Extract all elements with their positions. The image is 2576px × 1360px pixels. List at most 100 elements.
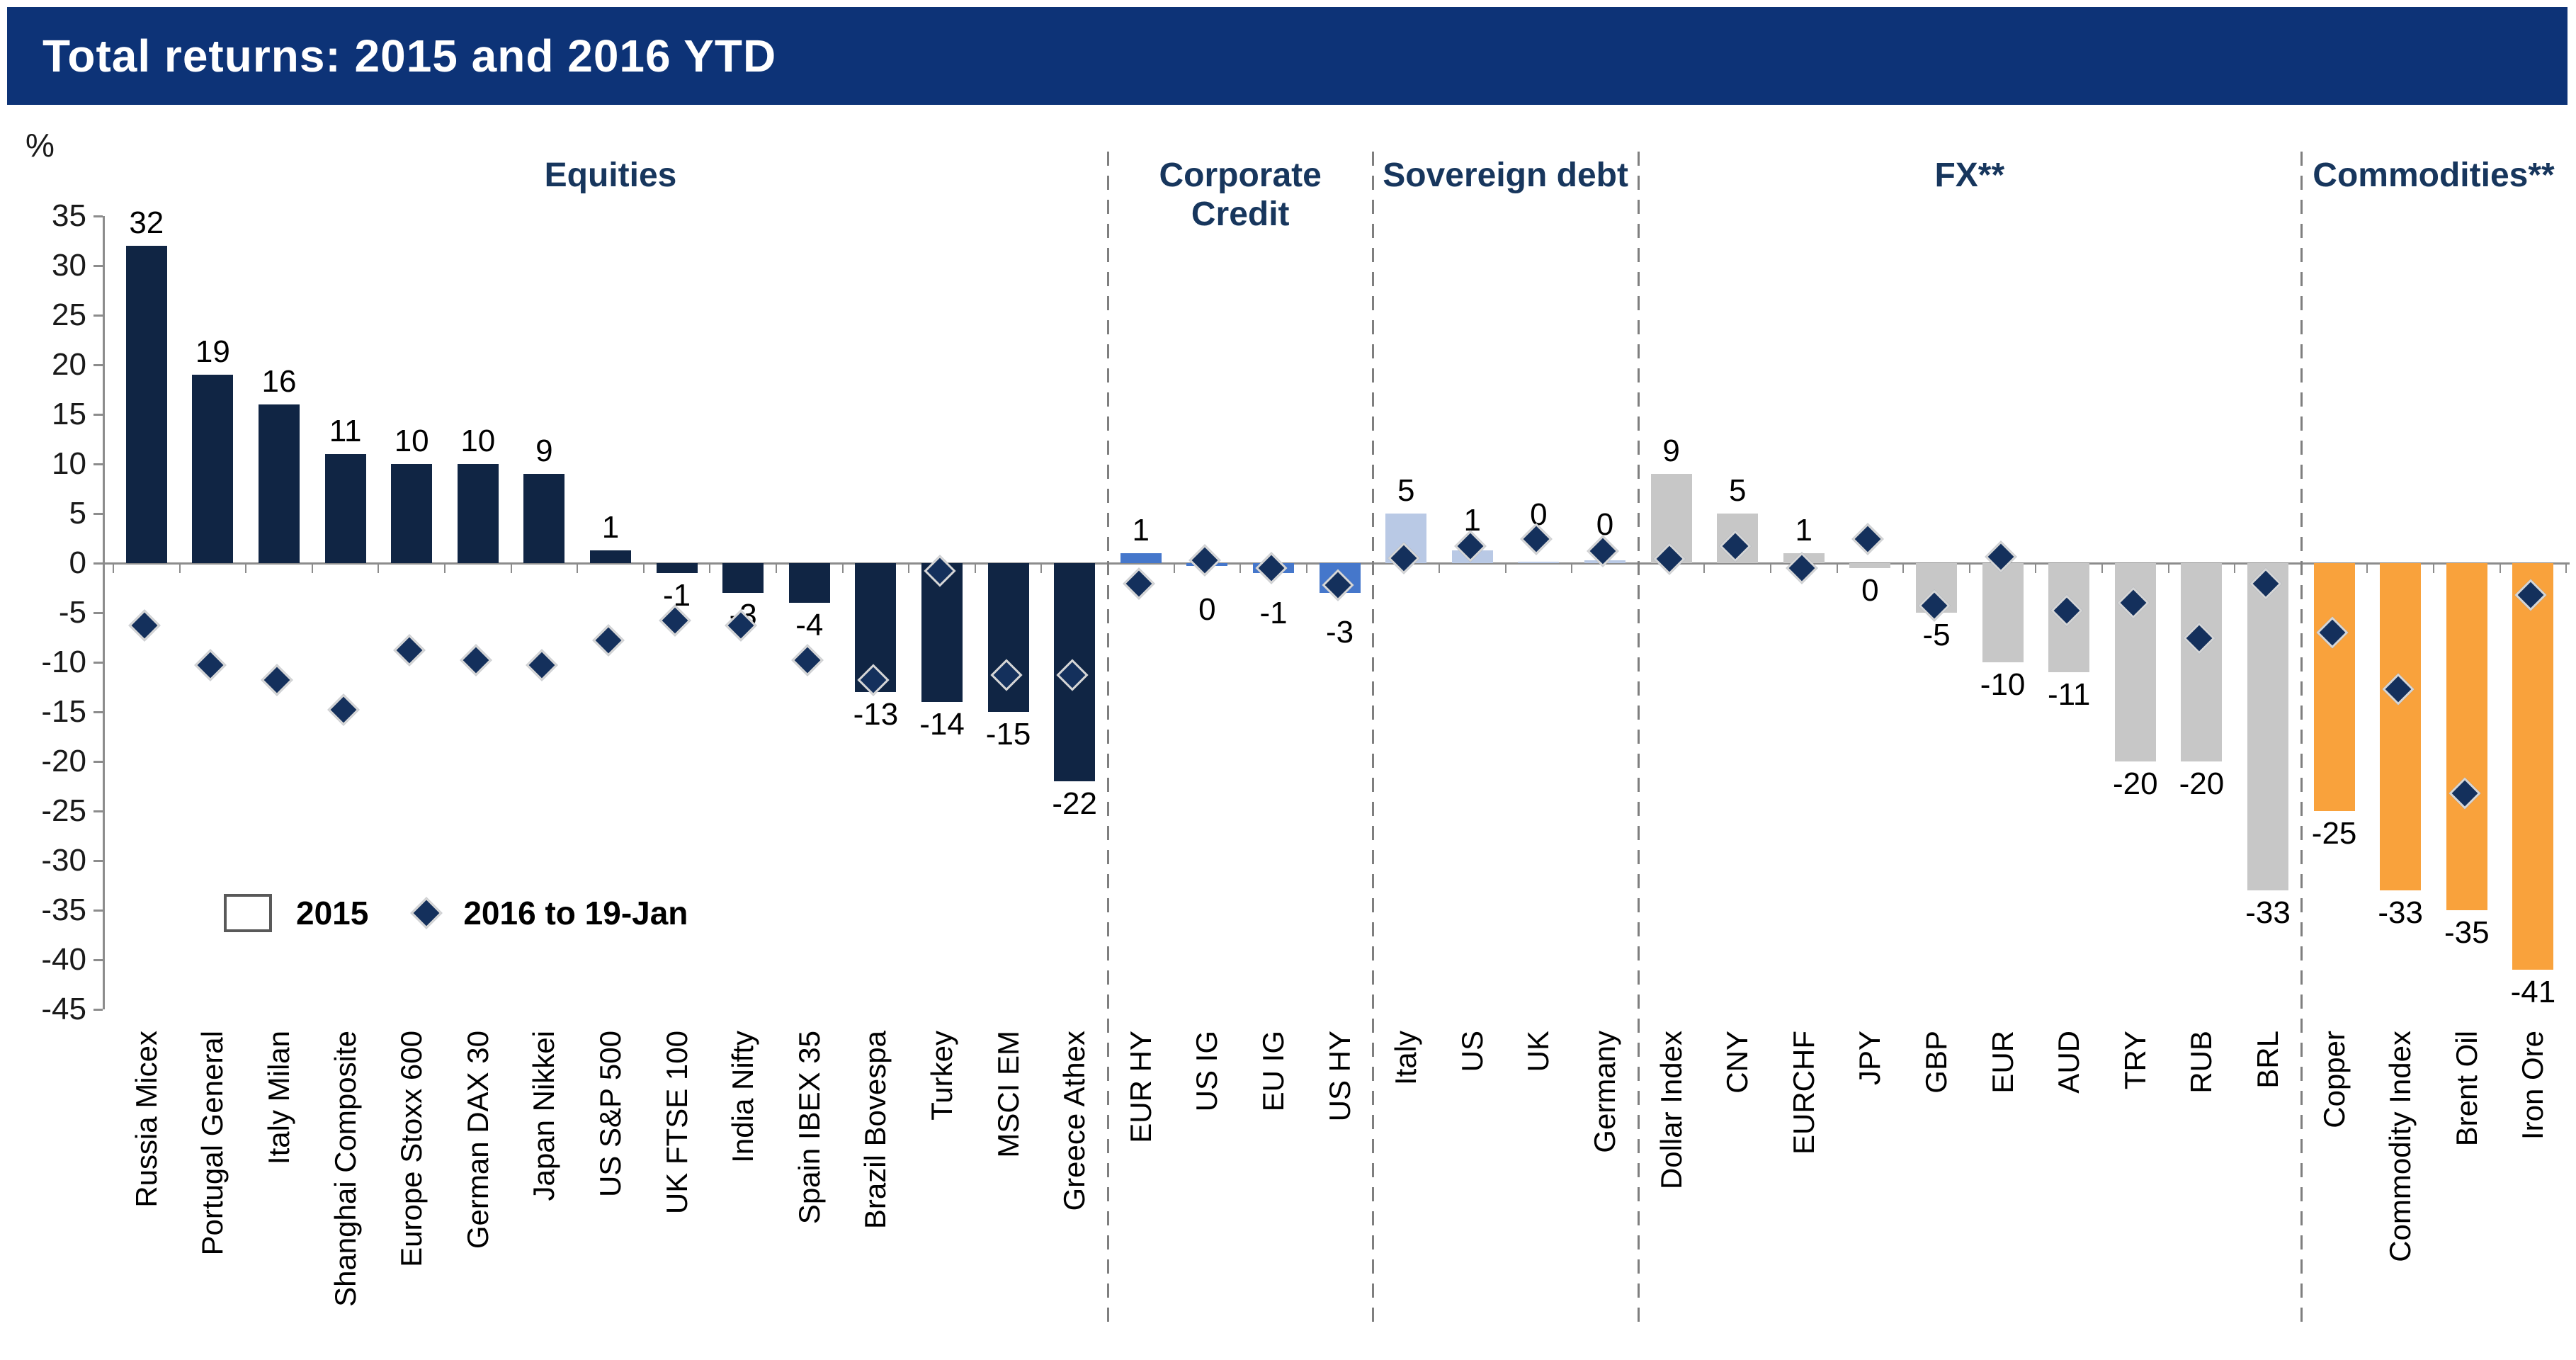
category-label: EUR (1985, 1031, 2019, 1094)
x-axis-tick (1173, 563, 1175, 573)
category-label: CNY (1720, 1031, 1754, 1094)
bar-value-label: 32 (129, 205, 164, 240)
x-axis-tick (2035, 563, 2037, 573)
bar-2015 (987, 563, 1029, 712)
section-header-corporate-credit: Corporate Credit (1159, 157, 1322, 234)
y-axis-tick (93, 761, 103, 763)
category-label: Italy (1389, 1031, 1423, 1086)
marker-2016 (460, 644, 492, 676)
y-axis-tick (93, 364, 103, 366)
x-axis-tick (2366, 563, 2368, 573)
x-axis-tick (1703, 563, 1706, 573)
y-axis-tick-label: -35 (41, 892, 86, 927)
category-label: EU IG (1256, 1031, 1290, 1112)
bar-value-label: 11 (329, 414, 362, 448)
y-axis-tick-label: -30 (41, 843, 86, 878)
marker-2016 (1255, 552, 1288, 584)
category-label: India Nifty (726, 1031, 760, 1163)
y-axis-unit-label: % (25, 127, 55, 164)
bar-value-label: -4 (795, 608, 824, 642)
bar-value-label: 5 (1728, 473, 1747, 508)
bar-2015 (2512, 563, 2554, 970)
bar-value-label: 1 (1132, 513, 1150, 548)
x-axis-tick (444, 563, 446, 573)
category-label: Spain IBEX 35 (792, 1031, 826, 1225)
category-label: Italy Milan (262, 1031, 295, 1165)
category-label: Japan Nikkei (527, 1031, 561, 1201)
x-axis-tick (577, 563, 579, 573)
x-axis-tick (378, 563, 380, 573)
bar-value-label: -25 (2311, 816, 2357, 851)
y-axis-tick (93, 711, 103, 713)
bar-value-label: -14 (919, 707, 965, 742)
y-axis-tick (93, 265, 103, 267)
bar-2015 (259, 404, 300, 563)
bar-value-label: -20 (2179, 766, 2225, 801)
bar-value-label: -11 (2048, 677, 2091, 712)
marker-2016 (194, 649, 227, 681)
x-axis-tick (1439, 563, 1440, 573)
bar-value-label: 9 (535, 434, 553, 468)
marker-2016 (128, 609, 161, 642)
section-header-sovereign-debt: Sovereign debt (1383, 157, 1628, 194)
category-label: Turkey (925, 1031, 958, 1121)
x-axis-tick (1902, 563, 1905, 573)
x-axis-tick (1504, 563, 1507, 573)
category-label: BRL (2251, 1031, 2284, 1089)
y-axis-tick (93, 662, 103, 664)
bar-2015 (324, 454, 366, 563)
x-axis-tick (2167, 563, 2169, 573)
x-axis-tick (1305, 563, 1307, 573)
bar-2015 (2446, 563, 2487, 910)
bar-value-label: 0 (1198, 591, 1216, 627)
marker-2016 (261, 664, 293, 696)
bar-2015 (1518, 561, 1560, 563)
category-label: UK (1521, 1031, 1555, 1072)
y-axis-tick (93, 612, 103, 614)
category-label: TRY (2118, 1031, 2152, 1090)
category-label: MSCI EM (991, 1031, 1025, 1158)
x-axis-tick (1968, 563, 1970, 573)
category-label: Brent Oil (2449, 1031, 2483, 1147)
x-axis-tick (642, 563, 645, 573)
category-label: GBP (1919, 1031, 1953, 1094)
bar-2015 (2181, 563, 2223, 761)
x-axis-tick (245, 563, 247, 573)
y-axis-tick (93, 959, 103, 961)
x-axis-tick (1040, 563, 1043, 573)
section-separator (1637, 152, 1640, 1332)
category-label: EURCHF (1786, 1031, 1820, 1155)
y-axis-tick-label: 15 (52, 397, 86, 431)
bar-value-label: 0 (1861, 573, 1879, 608)
bar-value-label: -5 (1922, 618, 1951, 652)
category-label: US HY (1322, 1031, 1356, 1122)
bar-value-label: -22 (1052, 786, 1097, 821)
legend: 2015 2016 to 19-Jan (224, 894, 688, 932)
bar-2015 (2247, 563, 2288, 890)
category-label: US S&P 500 (594, 1031, 627, 1198)
x-axis-tick (1571, 563, 1573, 573)
y-axis-line (103, 216, 105, 1009)
bar-2015 (921, 563, 963, 702)
x-axis-tick (1836, 563, 1838, 573)
bar-2015 (192, 375, 234, 563)
y-axis-tick-label: 35 (52, 198, 86, 233)
bar-value-label: 19 (195, 334, 230, 369)
y-axis-tick (93, 1009, 103, 1011)
bar-value-label: -41 (2510, 975, 2556, 1009)
bar-value-label: 10 (394, 424, 429, 458)
x-axis-tick (510, 563, 512, 573)
category-label: Iron Ore (2516, 1031, 2550, 1140)
x-axis-tick (113, 563, 114, 573)
category-label: Commodity Index (2383, 1031, 2417, 1262)
category-label: AUD (2052, 1031, 2086, 1094)
y-axis-tick (93, 860, 103, 862)
bar-value-label: 1 (1795, 513, 1813, 548)
bar-2015 (590, 550, 631, 563)
y-axis-tick-label: -45 (41, 992, 86, 1026)
y-axis-tick (93, 513, 103, 515)
y-axis-tick-label: -25 (41, 793, 86, 828)
x-axis-tick (2565, 563, 2568, 573)
y-axis-tick-label: -15 (41, 694, 86, 729)
category-label: Brazil Bovespa (858, 1031, 892, 1230)
